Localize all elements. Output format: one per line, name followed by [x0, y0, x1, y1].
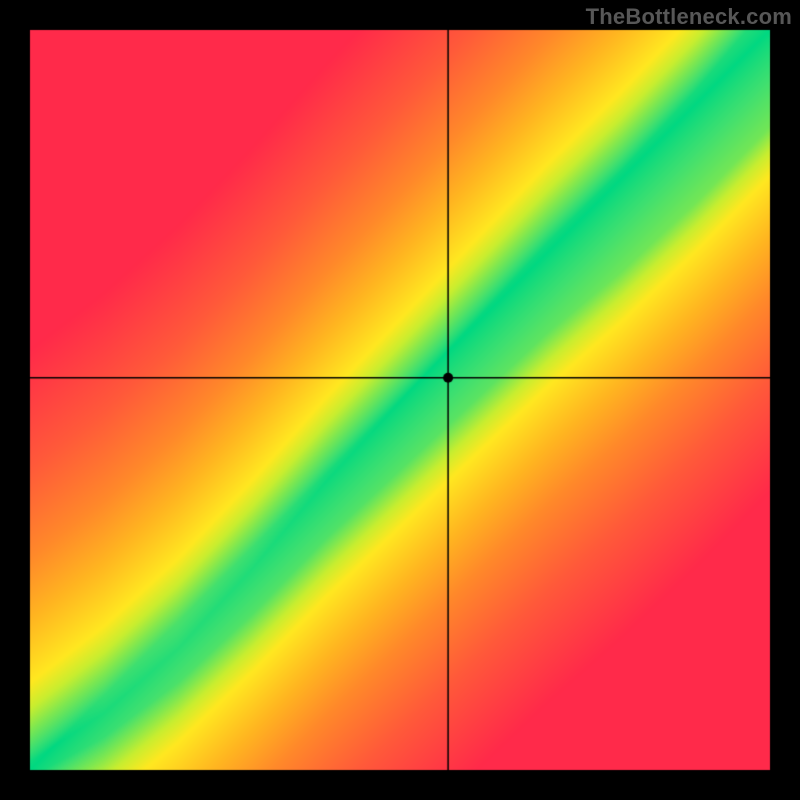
watermark-text: TheBottleneck.com: [586, 4, 792, 30]
bottleneck-heatmap: [0, 0, 800, 800]
chart-container: TheBottleneck.com: [0, 0, 800, 800]
